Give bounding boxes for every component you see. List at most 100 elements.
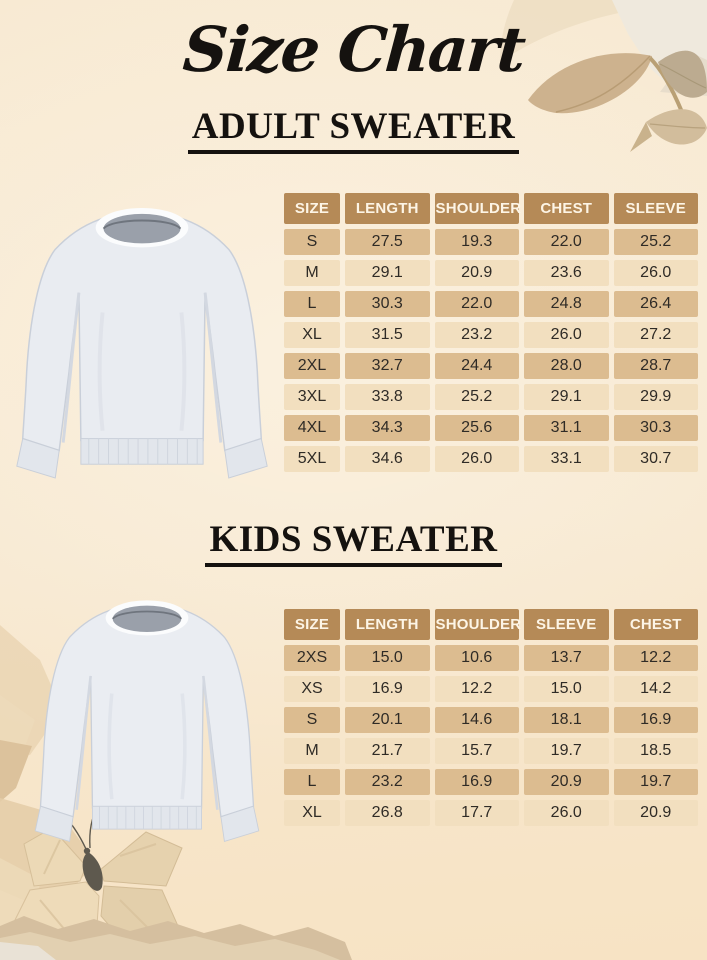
kids-sweater-image: [34, 600, 260, 843]
size-cell: XL: [284, 322, 340, 348]
column-header-length: LENGTH: [345, 193, 430, 224]
size-cell: 3XL: [284, 384, 340, 410]
kids-section-heading: KIDS SWEATER: [0, 518, 707, 567]
measurement-cell: 29.1: [345, 260, 430, 286]
measurement-cell: 26.0: [524, 800, 609, 826]
measurement-cell: 26.4: [613, 291, 698, 317]
adult-table-header-row: SIZE LENGTH SHOULDER CHEST SLEEVE: [284, 193, 698, 224]
size-table-row: S 20.1 14.6 18.1 16.9: [284, 707, 698, 733]
size-cell: S: [284, 707, 340, 733]
measurement-cell: 22.0: [524, 229, 609, 255]
measurement-cell: 19.7: [613, 769, 698, 795]
measurement-cell: 32.7: [345, 353, 430, 379]
size-cell: M: [284, 260, 340, 286]
measurement-cell: 15.7: [434, 738, 519, 764]
size-table-row: 2XL 32.7 24.4 28.0 28.7: [284, 353, 698, 379]
adult-sweater-image: [16, 207, 268, 479]
measurement-cell: 27.5: [345, 229, 430, 255]
measurement-cell: 26.0: [613, 260, 698, 286]
measurement-cell: 22.0: [434, 291, 519, 317]
measurement-cell: 31.5: [345, 322, 430, 348]
adult-heading-text: ADULT SWEATER: [187, 105, 520, 154]
measurement-cell: 20.9: [524, 769, 609, 795]
measurement-cell: 27.2: [613, 322, 698, 348]
measurement-cell: 24.8: [524, 291, 609, 317]
kids-table-header-row: SIZE LENGTH SHOULDER SLEEVE CHEST: [284, 609, 698, 640]
size-table-row: M 21.7 15.7 19.7 18.5: [284, 738, 698, 764]
column-header-length: LENGTH: [345, 609, 430, 640]
measurement-cell: 24.4: [434, 353, 519, 379]
measurement-cell: 19.3: [434, 229, 519, 255]
column-header-size: SIZE: [284, 609, 340, 640]
measurement-cell: 10.6: [434, 645, 519, 671]
measurement-cell: 18.1: [524, 707, 609, 733]
column-header-chest: CHEST: [524, 193, 609, 224]
kids-heading-text: KIDS SWEATER: [205, 518, 502, 567]
size-cell: 4XL: [284, 415, 340, 441]
measurement-cell: 28.0: [524, 353, 609, 379]
measurement-cell: 26.8: [345, 800, 430, 826]
size-table-row: XL 26.8 17.7 26.0 20.9: [284, 800, 698, 826]
measurement-cell: 34.3: [345, 415, 430, 441]
size-table-row: 2XS 15.0 10.6 13.7 12.2: [284, 645, 698, 671]
size-cell: S: [284, 229, 340, 255]
measurement-cell: 26.0: [434, 446, 519, 472]
measurement-cell: 29.1: [524, 384, 609, 410]
size-cell: L: [284, 769, 340, 795]
size-table-row: 4XL 34.3 25.6 31.1 30.3: [284, 415, 698, 441]
measurement-cell: 33.8: [345, 384, 430, 410]
measurement-cell: 14.2: [613, 676, 698, 702]
size-table-row: XS 16.9 12.2 15.0 14.2: [284, 676, 698, 702]
size-cell: 2XL: [284, 353, 340, 379]
measurement-cell: 20.1: [345, 707, 430, 733]
size-cell: M: [284, 738, 340, 764]
adult-size-table: SIZE LENGTH SHOULDER CHEST SLEEVE S 27.5 1…: [279, 188, 703, 477]
measurement-cell: 23.2: [345, 769, 430, 795]
size-table-row: XL 31.5 23.2 26.0 27.2: [284, 322, 698, 348]
column-header-sleeve: SLEEVE: [524, 609, 609, 640]
measurement-cell: 15.0: [345, 645, 430, 671]
adult-section-heading: ADULT SWEATER: [0, 105, 707, 154]
measurement-cell: 20.9: [434, 260, 519, 286]
measurement-cell: 16.9: [434, 769, 519, 795]
measurement-cell: 12.2: [434, 676, 519, 702]
column-header-shoulder: SHOULDER: [434, 609, 521, 640]
measurement-cell: 26.0: [524, 322, 609, 348]
column-header-sleeve: SLEEVE: [613, 193, 698, 224]
size-cell: L: [284, 291, 340, 317]
measurement-cell: 21.7: [345, 738, 430, 764]
measurement-cell: 18.5: [613, 738, 698, 764]
size-cell: XS: [284, 676, 340, 702]
size-table-row: 3XL 33.8 25.2 29.1 29.9: [284, 384, 698, 410]
measurement-cell: 13.7: [524, 645, 609, 671]
measurement-cell: 29.9: [613, 384, 698, 410]
measurement-cell: 30.7: [613, 446, 698, 472]
size-table-row: L 30.3 22.0 24.8 26.4: [284, 291, 698, 317]
measurement-cell: 28.7: [613, 353, 698, 379]
size-table-row: S 27.5 19.3 22.0 25.2: [284, 229, 698, 255]
column-header-shoulder: SHOULDER: [434, 193, 521, 224]
kids-size-table: SIZE LENGTH SHOULDER SLEEVE CHEST 2XS 15.…: [279, 604, 703, 831]
page-title: Size Chart: [180, 13, 527, 86]
measurement-cell: 19.7: [524, 738, 609, 764]
measurement-cell: 33.1: [524, 446, 609, 472]
measurement-cell: 20.9: [613, 800, 698, 826]
size-cell: 2XS: [284, 645, 340, 671]
measurement-cell: 23.2: [434, 322, 519, 348]
measurement-cell: 23.6: [524, 260, 609, 286]
measurement-cell: 30.3: [345, 291, 430, 317]
measurement-cell: 34.6: [345, 446, 430, 472]
measurement-cell: 15.0: [524, 676, 609, 702]
size-table-row: L 23.2 16.9 20.9 19.7: [284, 769, 698, 795]
size-cell: XL: [284, 800, 340, 826]
measurement-cell: 30.3: [613, 415, 698, 441]
measurement-cell: 25.6: [434, 415, 519, 441]
measurement-cell: 12.2: [613, 645, 698, 671]
measurement-cell: 17.7: [434, 800, 519, 826]
size-table-row: 5XL 34.6 26.0 33.1 30.7: [284, 446, 698, 472]
measurement-cell: 25.2: [613, 229, 698, 255]
measurement-cell: 16.9: [613, 707, 698, 733]
measurement-cell: 25.2: [434, 384, 519, 410]
column-header-size: SIZE: [284, 193, 340, 224]
